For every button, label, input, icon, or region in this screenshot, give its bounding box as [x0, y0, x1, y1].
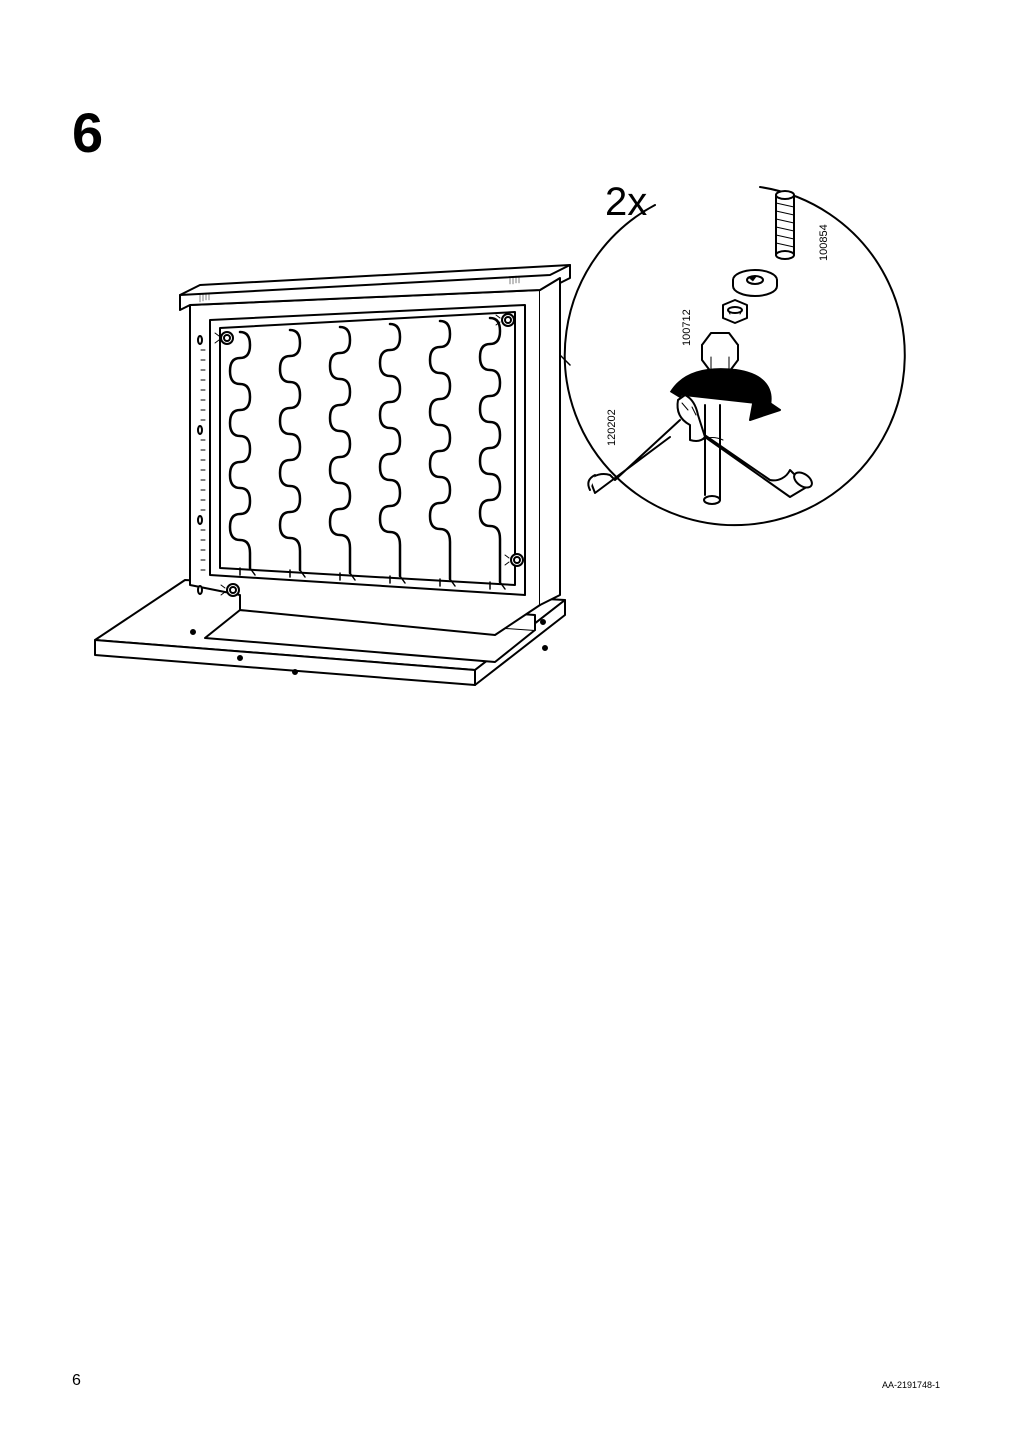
part-id-label-100712: 100712 — [681, 309, 693, 346]
page-number: 6 — [72, 1372, 81, 1390]
document-id: AA-2191748-1 — [882, 1380, 940, 1390]
main-assembly-illustration — [85, 260, 575, 690]
part-id-label-100854: 100854 — [818, 224, 830, 261]
part-id-label-120202: 120202 — [606, 409, 618, 446]
hardware-detail-circle — [560, 175, 940, 555]
step-number: 6 — [72, 100, 103, 165]
